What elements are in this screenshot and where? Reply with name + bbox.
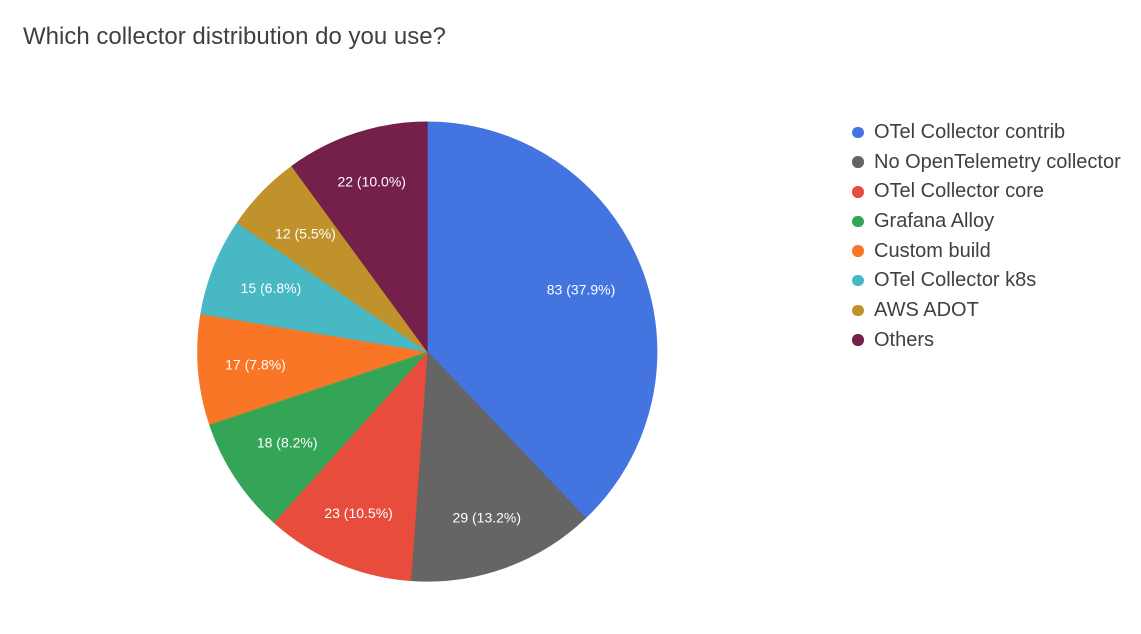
svg-text:29 (13.2%): 29 (13.2%) (453, 510, 521, 526)
svg-text:15 (6.8%): 15 (6.8%) (241, 280, 302, 296)
svg-text:18 (8.2%): 18 (8.2%) (257, 434, 318, 450)
svg-text:22 (10.0%): 22 (10.0%) (337, 173, 405, 189)
svg-text:23 (10.5%): 23 (10.5%) (324, 505, 392, 521)
svg-text:12 (5.5%): 12 (5.5%) (275, 225, 336, 241)
svg-text:83 (37.9%): 83 (37.9%) (547, 282, 615, 298)
svg-text:17 (7.8%): 17 (7.8%) (225, 357, 286, 373)
